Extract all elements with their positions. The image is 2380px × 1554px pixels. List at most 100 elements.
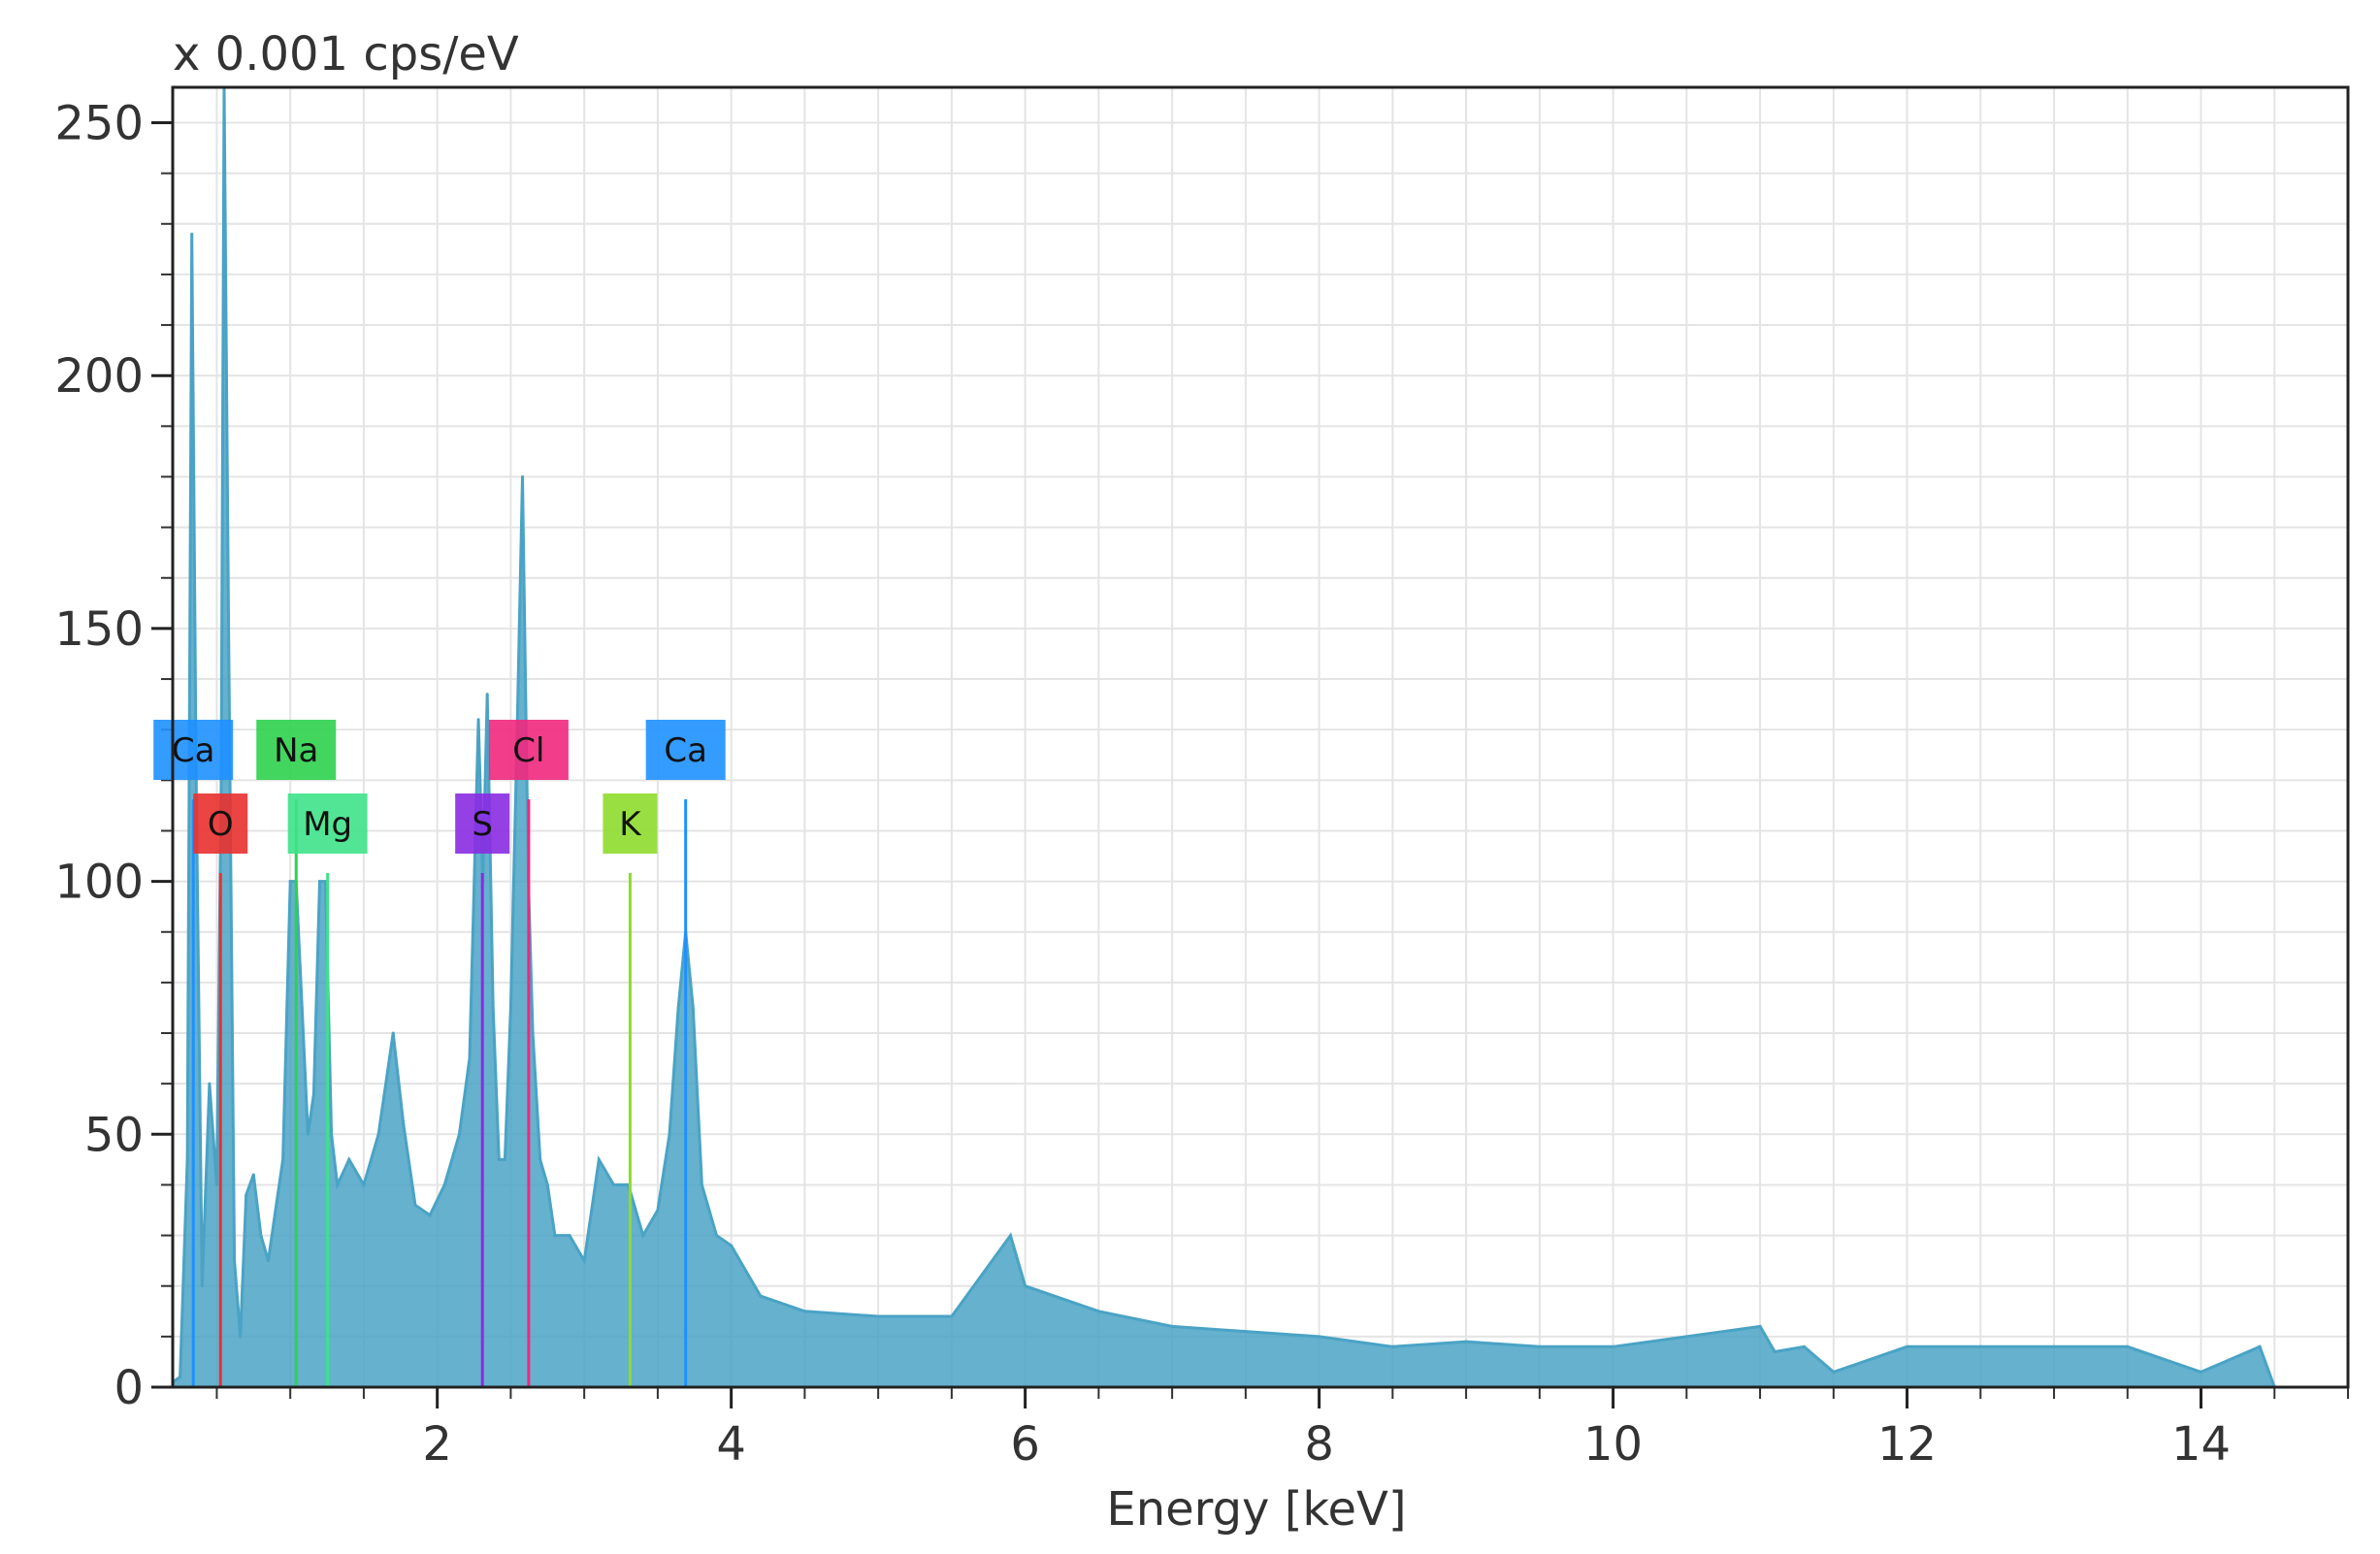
- spectrum-point: [330, 1132, 334, 1136]
- spectrum-point: [700, 1182, 703, 1186]
- x-tick-label: 8: [1304, 1417, 1334, 1472]
- spectrum-point: [362, 1182, 366, 1186]
- spectrum-point: [1803, 1344, 1806, 1348]
- element-label: K: [619, 805, 642, 844]
- spectrum-point: [1538, 1344, 1542, 1348]
- y-tick-label: 250: [54, 96, 144, 150]
- spectrum-point: [1773, 1350, 1777, 1354]
- spectrum-point: [597, 1157, 601, 1161]
- spectrum-point: [1832, 1370, 1836, 1374]
- spectrum-point: [281, 1157, 285, 1161]
- spectrum-point: [545, 1182, 549, 1186]
- spectrum-point: [239, 1335, 243, 1339]
- element-label-box: [488, 720, 569, 780]
- spectrum-point: [1906, 1344, 1909, 1348]
- spectrum-point: [521, 474, 525, 478]
- element-label-box: [287, 793, 368, 854]
- spectrum-point: [485, 693, 489, 696]
- spectrum-point: [442, 1182, 446, 1186]
- spectrum-point: [336, 1182, 340, 1186]
- spectrum-point: [1612, 1344, 1615, 1348]
- element-label-box: [256, 720, 337, 780]
- spectrum-point: [759, 1294, 763, 1298]
- spectrum-point: [428, 1214, 432, 1217]
- element-label: Mg: [303, 805, 352, 844]
- spectrum-point: [656, 1209, 660, 1213]
- spectrum-point: [611, 1182, 615, 1186]
- spectrum-point: [715, 1234, 718, 1238]
- element-label: O: [208, 805, 234, 844]
- spectrum-point: [1096, 1310, 1100, 1313]
- spectrum-point: [214, 1182, 218, 1186]
- spectrum-point: [691, 1006, 695, 1010]
- element-label-box: [193, 793, 248, 854]
- x-tick-label: 10: [1583, 1417, 1643, 1472]
- spectrum-point: [179, 1376, 182, 1379]
- spectrum-point: [190, 232, 194, 236]
- element-label: S: [472, 805, 493, 844]
- x-tick-label: 6: [1010, 1417, 1040, 1472]
- element-label-box: [153, 720, 234, 780]
- element-label-box: [645, 720, 726, 780]
- spectrum-point: [2200, 1370, 2203, 1374]
- spectrum-point: [317, 880, 321, 884]
- y-tick-label: 100: [54, 856, 144, 910]
- spectrum-point: [2052, 1344, 2056, 1348]
- spectrum-point: [531, 1031, 535, 1035]
- spectrum-point: [259, 1234, 263, 1238]
- spectrum-point: [508, 1006, 512, 1010]
- spectrum-point: [950, 1314, 954, 1318]
- spectrum-point: [227, 627, 231, 631]
- y-tick-label: 0: [114, 1361, 144, 1415]
- spectrum-point: [274, 1209, 277, 1213]
- spectrum-point: [300, 1006, 304, 1010]
- spectrum-point: [582, 1259, 586, 1263]
- spectrum-point: [1244, 1330, 1248, 1334]
- y-tick-label: 200: [54, 349, 144, 404]
- element-label: Ca: [172, 731, 215, 770]
- spectrum-point: [245, 1193, 248, 1197]
- spectrum-point: [1684, 1335, 1688, 1339]
- x-axis-label: Energy [keV]: [1106, 1482, 1406, 1537]
- spectrum-point: [391, 1031, 395, 1035]
- y-tick-label: 150: [54, 602, 144, 657]
- spectrum-point: [413, 1203, 417, 1207]
- spectrum-point: [497, 1157, 501, 1161]
- spectrum-point: [347, 1157, 351, 1161]
- spectrum-point: [1978, 1344, 1982, 1348]
- plot-frame: [171, 85, 2350, 1389]
- spectrum-point: [1170, 1324, 1174, 1328]
- spectrum-point: [266, 1259, 270, 1263]
- spectrum-point: [1464, 1340, 1468, 1344]
- grid-layer: [173, 87, 2349, 1387]
- spectrum-point: [288, 880, 292, 884]
- spectrum-point: [1758, 1324, 1762, 1328]
- spectrum-point: [676, 1006, 680, 1010]
- spectrum-point: [1024, 1284, 1027, 1288]
- spectrum-point: [668, 1132, 671, 1136]
- spectrum-point: [476, 718, 480, 722]
- x-tick-label: 12: [1877, 1417, 1937, 1472]
- spectrum-point: [2258, 1344, 2262, 1348]
- spectrum-point: [306, 1132, 310, 1136]
- spectrum-point: [233, 1259, 237, 1263]
- spectrum-point: [730, 1244, 734, 1247]
- spectrum-point: [538, 1157, 542, 1161]
- x-tick-label: 2: [422, 1417, 452, 1472]
- element-label-box: [455, 793, 510, 854]
- element-label: Na: [274, 731, 318, 770]
- x-tick-label: 14: [2171, 1417, 2231, 1472]
- tick-layer: 2 4 6 8 10 12 14 0 50 100 150 200 250: [54, 96, 2231, 1472]
- element-marker-layer: Ca O Na Mg S Cl K Ca: [153, 720, 726, 1387]
- element-label: Cl: [512, 731, 544, 770]
- spectrum-point: [503, 1157, 506, 1161]
- spectrum-point: [491, 1006, 495, 1010]
- spectrum-area: [173, 87, 2348, 1387]
- spectrum-point: [568, 1234, 571, 1238]
- element-label-box: [603, 793, 658, 854]
- spectrum-point: [251, 1173, 255, 1177]
- spectrum-point: [200, 1284, 204, 1288]
- spectrum-point: [2126, 1344, 2130, 1348]
